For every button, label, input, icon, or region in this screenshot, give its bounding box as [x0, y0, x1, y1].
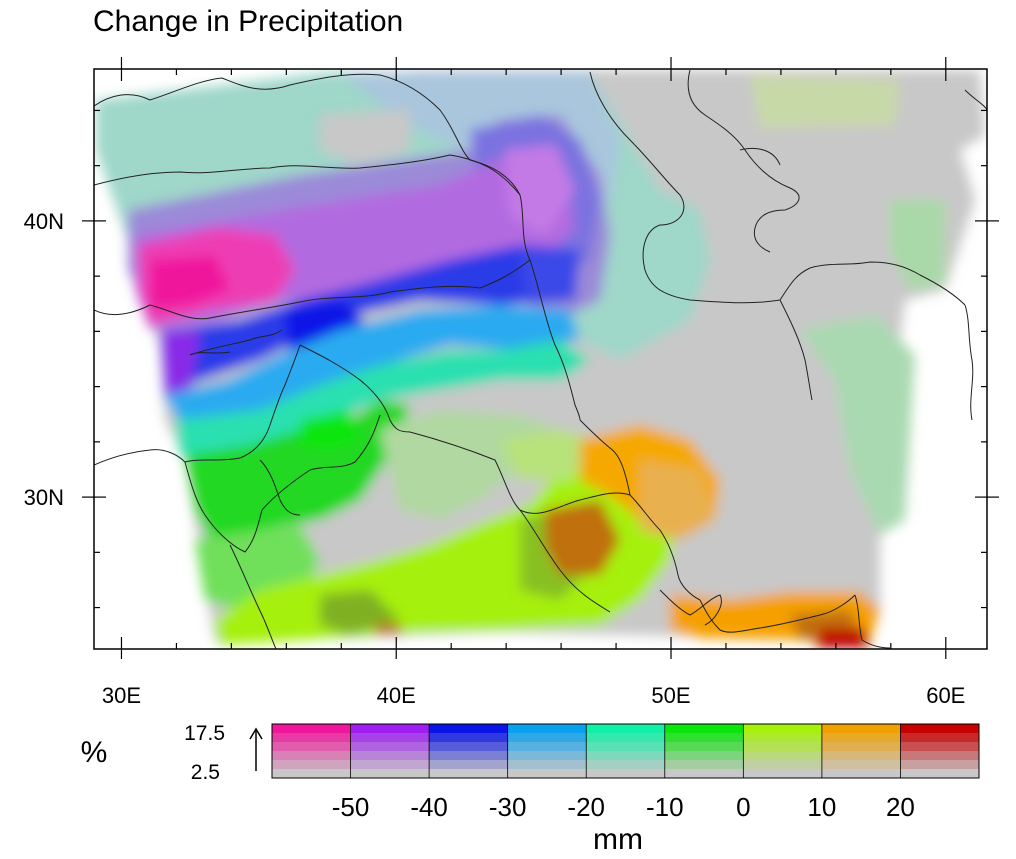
colorbar-bin	[900, 724, 979, 779]
colorbar-cell	[664, 733, 744, 743]
colorbar-cell	[507, 742, 587, 752]
colorbar-cell	[272, 742, 351, 752]
colorbar-cell	[507, 733, 587, 743]
colorbar-cell	[429, 751, 508, 761]
colorbar-cell	[743, 742, 822, 752]
colorbar-bin	[272, 724, 351, 779]
colorbar-boxes	[272, 724, 979, 779]
y-tick-label: 30N	[24, 485, 64, 510]
colorbar-xlabel: mm	[593, 823, 643, 856]
colorbar-cell	[821, 769, 901, 779]
colorbar-cell	[586, 760, 665, 770]
colorbar-cell	[429, 742, 508, 752]
colorbar-cell	[429, 733, 508, 743]
colorbar-cell	[743, 733, 822, 743]
colorbar-cell	[821, 742, 901, 752]
colorbar-edge-label: -40	[410, 792, 448, 822]
colorbar-cell	[507, 751, 587, 761]
colorbar-cell	[350, 724, 430, 734]
colorbar-cell	[664, 742, 744, 752]
colorbar-cell	[900, 751, 979, 761]
colorbar-cell	[350, 742, 430, 752]
colorbar-cell	[507, 769, 587, 779]
colorbar-ytick-bottom: 2.5	[191, 761, 220, 784]
x-tick-label: 50E	[651, 683, 690, 708]
colorbar-cell	[586, 751, 665, 761]
colorbar-tick-labels: -50 -40 -30 -20 -10 0 10 20	[332, 792, 915, 822]
up-arrow-icon	[249, 727, 263, 771]
colorbar-cell	[821, 733, 901, 743]
colorbar-bin	[429, 724, 508, 779]
colorbar-cell	[743, 760, 822, 770]
colorbar-cell	[350, 751, 430, 761]
colorbar-bin	[743, 724, 822, 779]
colorbar-edge-label: 10	[807, 792, 836, 822]
colorbar-cell	[586, 769, 665, 779]
colorbar-cell	[900, 742, 979, 752]
map-title: Change in Precipitation	[93, 5, 404, 38]
colorbar-cell	[507, 760, 587, 770]
map-axis-tick-labels: 30E 40E 50E 60E 40N 30N	[24, 209, 966, 708]
colorbar-cell	[272, 751, 351, 761]
colorbar-edge-label: -20	[567, 792, 605, 822]
colorbar-bin	[821, 724, 901, 779]
colorbar-edge-label: 0	[736, 792, 750, 822]
colorbar-cell	[743, 751, 822, 761]
colorbar-ytick-top: 17.5	[184, 722, 225, 745]
colorbar-cell	[743, 724, 822, 734]
colorbar-cell	[586, 742, 665, 752]
colorbar-cell	[272, 769, 351, 779]
colorbar-cell	[900, 733, 979, 743]
colorbar-cell	[350, 733, 430, 743]
colorbar-bin	[664, 724, 744, 779]
colorbar-cell	[429, 724, 508, 734]
colorbar-bin	[586, 724, 665, 779]
colorbar-cell	[429, 760, 508, 770]
colorbar-cell	[586, 724, 665, 734]
colorbar-cell	[350, 760, 430, 770]
colorbar-cell	[664, 769, 744, 779]
map-axis-ticks	[82, 57, 999, 659]
colorbar-cell	[664, 751, 744, 761]
colorbar-cell	[900, 724, 979, 734]
colorbar-edge-label: -50	[332, 792, 370, 822]
colorbar-cell	[821, 724, 901, 734]
coastlines-and-borders	[94, 69, 987, 649]
map-panel: 30E 40E 50E 60E 40N 30N	[24, 57, 999, 708]
colorbar-edge-label: 20	[886, 792, 915, 822]
colorbar-edge-label: -30	[489, 792, 527, 822]
colorbar-cell	[350, 769, 430, 779]
x-tick-label: 30E	[102, 683, 141, 708]
colorbar-legend: -50 -40 -30 -20 -10 0 10 20 mm % 17.5 2.5	[81, 722, 980, 856]
colorbar-bin	[507, 724, 587, 779]
y-tick-label: 40N	[24, 209, 64, 234]
colorbar-cell	[900, 769, 979, 779]
colorbar-cell	[272, 760, 351, 770]
colorbar-bin	[350, 724, 430, 779]
colorbar-cell	[900, 760, 979, 770]
colorbar-cell	[664, 760, 744, 770]
colorbar-cell	[272, 733, 351, 743]
colorbar-cell	[272, 724, 351, 734]
colorbar-cell	[586, 733, 665, 743]
colorbar-cell	[821, 760, 901, 770]
colorbar-cell	[429, 769, 508, 779]
colorbar-cell	[821, 751, 901, 761]
precipitation-field	[96, 70, 985, 648]
x-tick-label: 60E	[926, 683, 965, 708]
colorbar-cell	[664, 724, 744, 734]
colorbar-ylabel: %	[81, 736, 108, 769]
x-tick-label: 40E	[377, 683, 416, 708]
colorbar-cell	[743, 769, 822, 779]
colorbar-edge-label: -10	[646, 792, 684, 822]
colorbar-cell	[507, 724, 587, 734]
